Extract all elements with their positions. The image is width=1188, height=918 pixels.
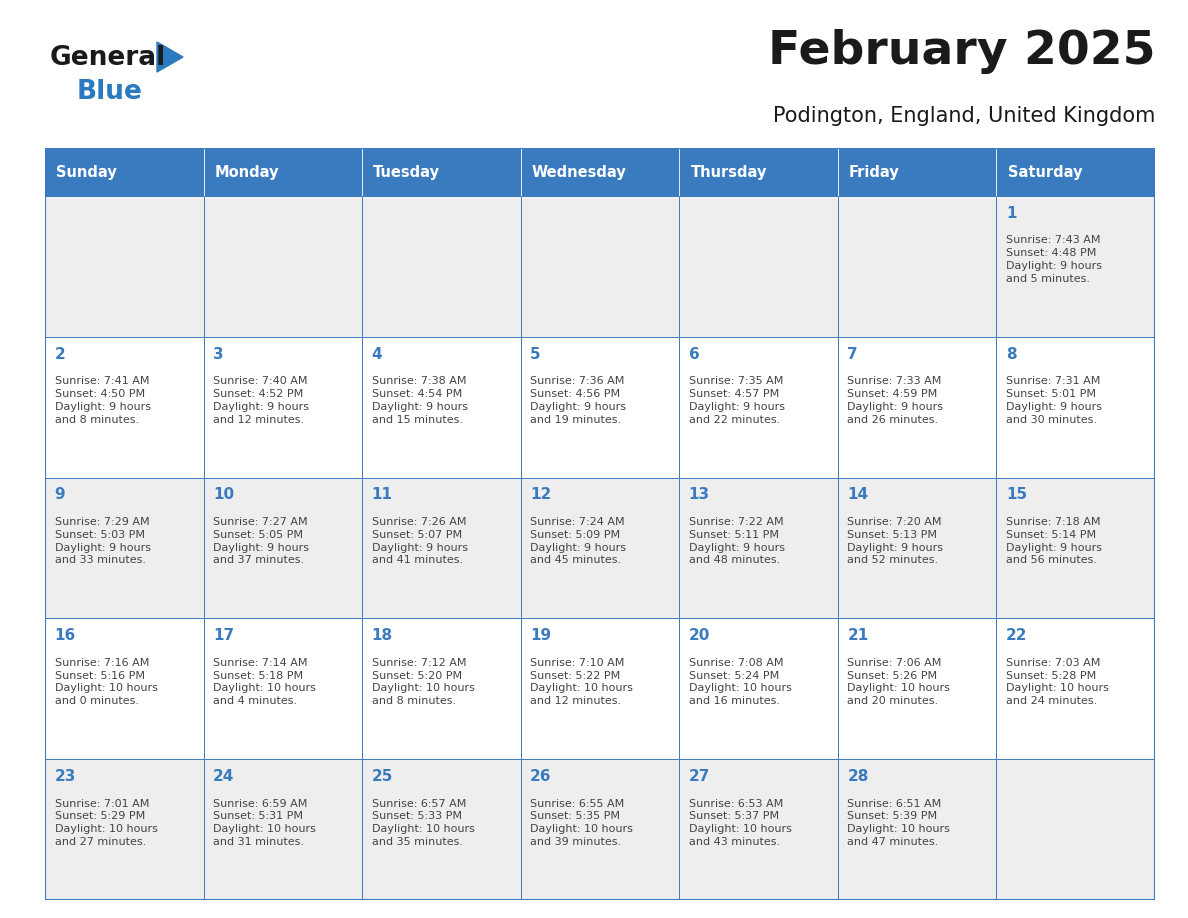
Text: 24: 24	[213, 769, 234, 784]
Text: 11: 11	[372, 487, 393, 502]
Text: Wednesday: Wednesday	[532, 164, 626, 180]
Text: Sunrise: 6:51 AM
Sunset: 5:39 PM
Daylight: 10 hours
and 47 minutes.: Sunrise: 6:51 AM Sunset: 5:39 PM Dayligh…	[847, 799, 950, 847]
Text: Sunrise: 7:35 AM
Sunset: 4:57 PM
Daylight: 9 hours
and 22 minutes.: Sunrise: 7:35 AM Sunset: 4:57 PM Dayligh…	[689, 376, 785, 425]
Text: 16: 16	[55, 628, 76, 644]
Text: 2: 2	[55, 347, 65, 362]
Text: 8: 8	[1006, 347, 1017, 362]
Text: Thursday: Thursday	[690, 164, 766, 180]
Text: 3: 3	[213, 347, 223, 362]
Text: 21: 21	[847, 628, 868, 644]
Text: Sunrise: 7:26 AM
Sunset: 5:07 PM
Daylight: 9 hours
and 41 minutes.: Sunrise: 7:26 AM Sunset: 5:07 PM Dayligh…	[372, 517, 468, 565]
Text: Sunrise: 7:03 AM
Sunset: 5:28 PM
Daylight: 10 hours
and 24 minutes.: Sunrise: 7:03 AM Sunset: 5:28 PM Dayligh…	[1006, 658, 1108, 706]
Text: 15: 15	[1006, 487, 1028, 502]
Text: Sunrise: 7:22 AM
Sunset: 5:11 PM
Daylight: 9 hours
and 48 minutes.: Sunrise: 7:22 AM Sunset: 5:11 PM Dayligh…	[689, 517, 785, 565]
Text: 27: 27	[689, 769, 710, 784]
Text: 20: 20	[689, 628, 710, 644]
Text: Sunrise: 7:12 AM
Sunset: 5:20 PM
Daylight: 10 hours
and 8 minutes.: Sunrise: 7:12 AM Sunset: 5:20 PM Dayligh…	[372, 658, 474, 706]
Text: February 2025: February 2025	[767, 28, 1155, 74]
Text: 1: 1	[1006, 206, 1017, 221]
Text: Sunrise: 7:16 AM
Sunset: 5:16 PM
Daylight: 10 hours
and 0 minutes.: Sunrise: 7:16 AM Sunset: 5:16 PM Dayligh…	[55, 658, 157, 706]
Text: Sunrise: 6:57 AM
Sunset: 5:33 PM
Daylight: 10 hours
and 35 minutes.: Sunrise: 6:57 AM Sunset: 5:33 PM Dayligh…	[372, 799, 474, 847]
Text: 26: 26	[530, 769, 551, 784]
Text: Friday: Friday	[849, 164, 899, 180]
Text: 10: 10	[213, 487, 234, 502]
Text: Saturday: Saturday	[1007, 164, 1082, 180]
Text: Sunrise: 7:14 AM
Sunset: 5:18 PM
Daylight: 10 hours
and 4 minutes.: Sunrise: 7:14 AM Sunset: 5:18 PM Dayligh…	[213, 658, 316, 706]
Text: 17: 17	[213, 628, 234, 644]
Text: Sunrise: 7:06 AM
Sunset: 5:26 PM
Daylight: 10 hours
and 20 minutes.: Sunrise: 7:06 AM Sunset: 5:26 PM Dayligh…	[847, 658, 950, 706]
Text: Sunrise: 7:10 AM
Sunset: 5:22 PM
Daylight: 10 hours
and 12 minutes.: Sunrise: 7:10 AM Sunset: 5:22 PM Dayligh…	[530, 658, 633, 706]
Text: Sunrise: 7:31 AM
Sunset: 5:01 PM
Daylight: 9 hours
and 30 minutes.: Sunrise: 7:31 AM Sunset: 5:01 PM Dayligh…	[1006, 376, 1102, 425]
Text: 6: 6	[689, 347, 700, 362]
Text: General: General	[50, 45, 166, 71]
Text: Sunrise: 7:29 AM
Sunset: 5:03 PM
Daylight: 9 hours
and 33 minutes.: Sunrise: 7:29 AM Sunset: 5:03 PM Dayligh…	[55, 517, 151, 565]
Text: Sunrise: 7:27 AM
Sunset: 5:05 PM
Daylight: 9 hours
and 37 minutes.: Sunrise: 7:27 AM Sunset: 5:05 PM Dayligh…	[213, 517, 309, 565]
Text: 14: 14	[847, 487, 868, 502]
Text: 25: 25	[372, 769, 393, 784]
Text: Sunrise: 7:08 AM
Sunset: 5:24 PM
Daylight: 10 hours
and 16 minutes.: Sunrise: 7:08 AM Sunset: 5:24 PM Dayligh…	[689, 658, 791, 706]
Text: 22: 22	[1006, 628, 1028, 644]
Text: 9: 9	[55, 487, 65, 502]
Text: 18: 18	[372, 628, 393, 644]
Text: 28: 28	[847, 769, 868, 784]
Text: Blue: Blue	[77, 79, 143, 105]
Text: Sunrise: 7:18 AM
Sunset: 5:14 PM
Daylight: 9 hours
and 56 minutes.: Sunrise: 7:18 AM Sunset: 5:14 PM Dayligh…	[1006, 517, 1102, 565]
Text: Sunrise: 7:38 AM
Sunset: 4:54 PM
Daylight: 9 hours
and 15 minutes.: Sunrise: 7:38 AM Sunset: 4:54 PM Dayligh…	[372, 376, 468, 425]
Text: Sunday: Sunday	[56, 164, 116, 180]
Text: 7: 7	[847, 347, 858, 362]
Text: Sunrise: 7:41 AM
Sunset: 4:50 PM
Daylight: 9 hours
and 8 minutes.: Sunrise: 7:41 AM Sunset: 4:50 PM Dayligh…	[55, 376, 151, 425]
Text: 13: 13	[689, 487, 710, 502]
Text: Sunrise: 7:01 AM
Sunset: 5:29 PM
Daylight: 10 hours
and 27 minutes.: Sunrise: 7:01 AM Sunset: 5:29 PM Dayligh…	[55, 799, 157, 847]
Text: Sunrise: 7:43 AM
Sunset: 4:48 PM
Daylight: 9 hours
and 5 minutes.: Sunrise: 7:43 AM Sunset: 4:48 PM Dayligh…	[1006, 235, 1102, 284]
Text: Podington, England, United Kingdom: Podington, England, United Kingdom	[772, 106, 1155, 127]
Text: Sunrise: 7:36 AM
Sunset: 4:56 PM
Daylight: 9 hours
and 19 minutes.: Sunrise: 7:36 AM Sunset: 4:56 PM Dayligh…	[530, 376, 626, 425]
Text: 12: 12	[530, 487, 551, 502]
Text: Sunrise: 6:59 AM
Sunset: 5:31 PM
Daylight: 10 hours
and 31 minutes.: Sunrise: 6:59 AM Sunset: 5:31 PM Dayligh…	[213, 799, 316, 847]
Text: Tuesday: Tuesday	[373, 164, 441, 180]
Text: Sunrise: 6:53 AM
Sunset: 5:37 PM
Daylight: 10 hours
and 43 minutes.: Sunrise: 6:53 AM Sunset: 5:37 PM Dayligh…	[689, 799, 791, 847]
Text: Sunrise: 7:33 AM
Sunset: 4:59 PM
Daylight: 9 hours
and 26 minutes.: Sunrise: 7:33 AM Sunset: 4:59 PM Dayligh…	[847, 376, 943, 425]
Text: Sunrise: 6:55 AM
Sunset: 5:35 PM
Daylight: 10 hours
and 39 minutes.: Sunrise: 6:55 AM Sunset: 5:35 PM Dayligh…	[530, 799, 633, 847]
Text: 23: 23	[55, 769, 76, 784]
Text: 5: 5	[530, 347, 541, 362]
Text: Monday: Monday	[215, 164, 279, 180]
Polygon shape	[157, 42, 183, 72]
Text: 19: 19	[530, 628, 551, 644]
Text: Sunrise: 7:20 AM
Sunset: 5:13 PM
Daylight: 9 hours
and 52 minutes.: Sunrise: 7:20 AM Sunset: 5:13 PM Dayligh…	[847, 517, 943, 565]
Text: 4: 4	[372, 347, 383, 362]
Text: Sunrise: 7:24 AM
Sunset: 5:09 PM
Daylight: 9 hours
and 45 minutes.: Sunrise: 7:24 AM Sunset: 5:09 PM Dayligh…	[530, 517, 626, 565]
Text: Sunrise: 7:40 AM
Sunset: 4:52 PM
Daylight: 9 hours
and 12 minutes.: Sunrise: 7:40 AM Sunset: 4:52 PM Dayligh…	[213, 376, 309, 425]
